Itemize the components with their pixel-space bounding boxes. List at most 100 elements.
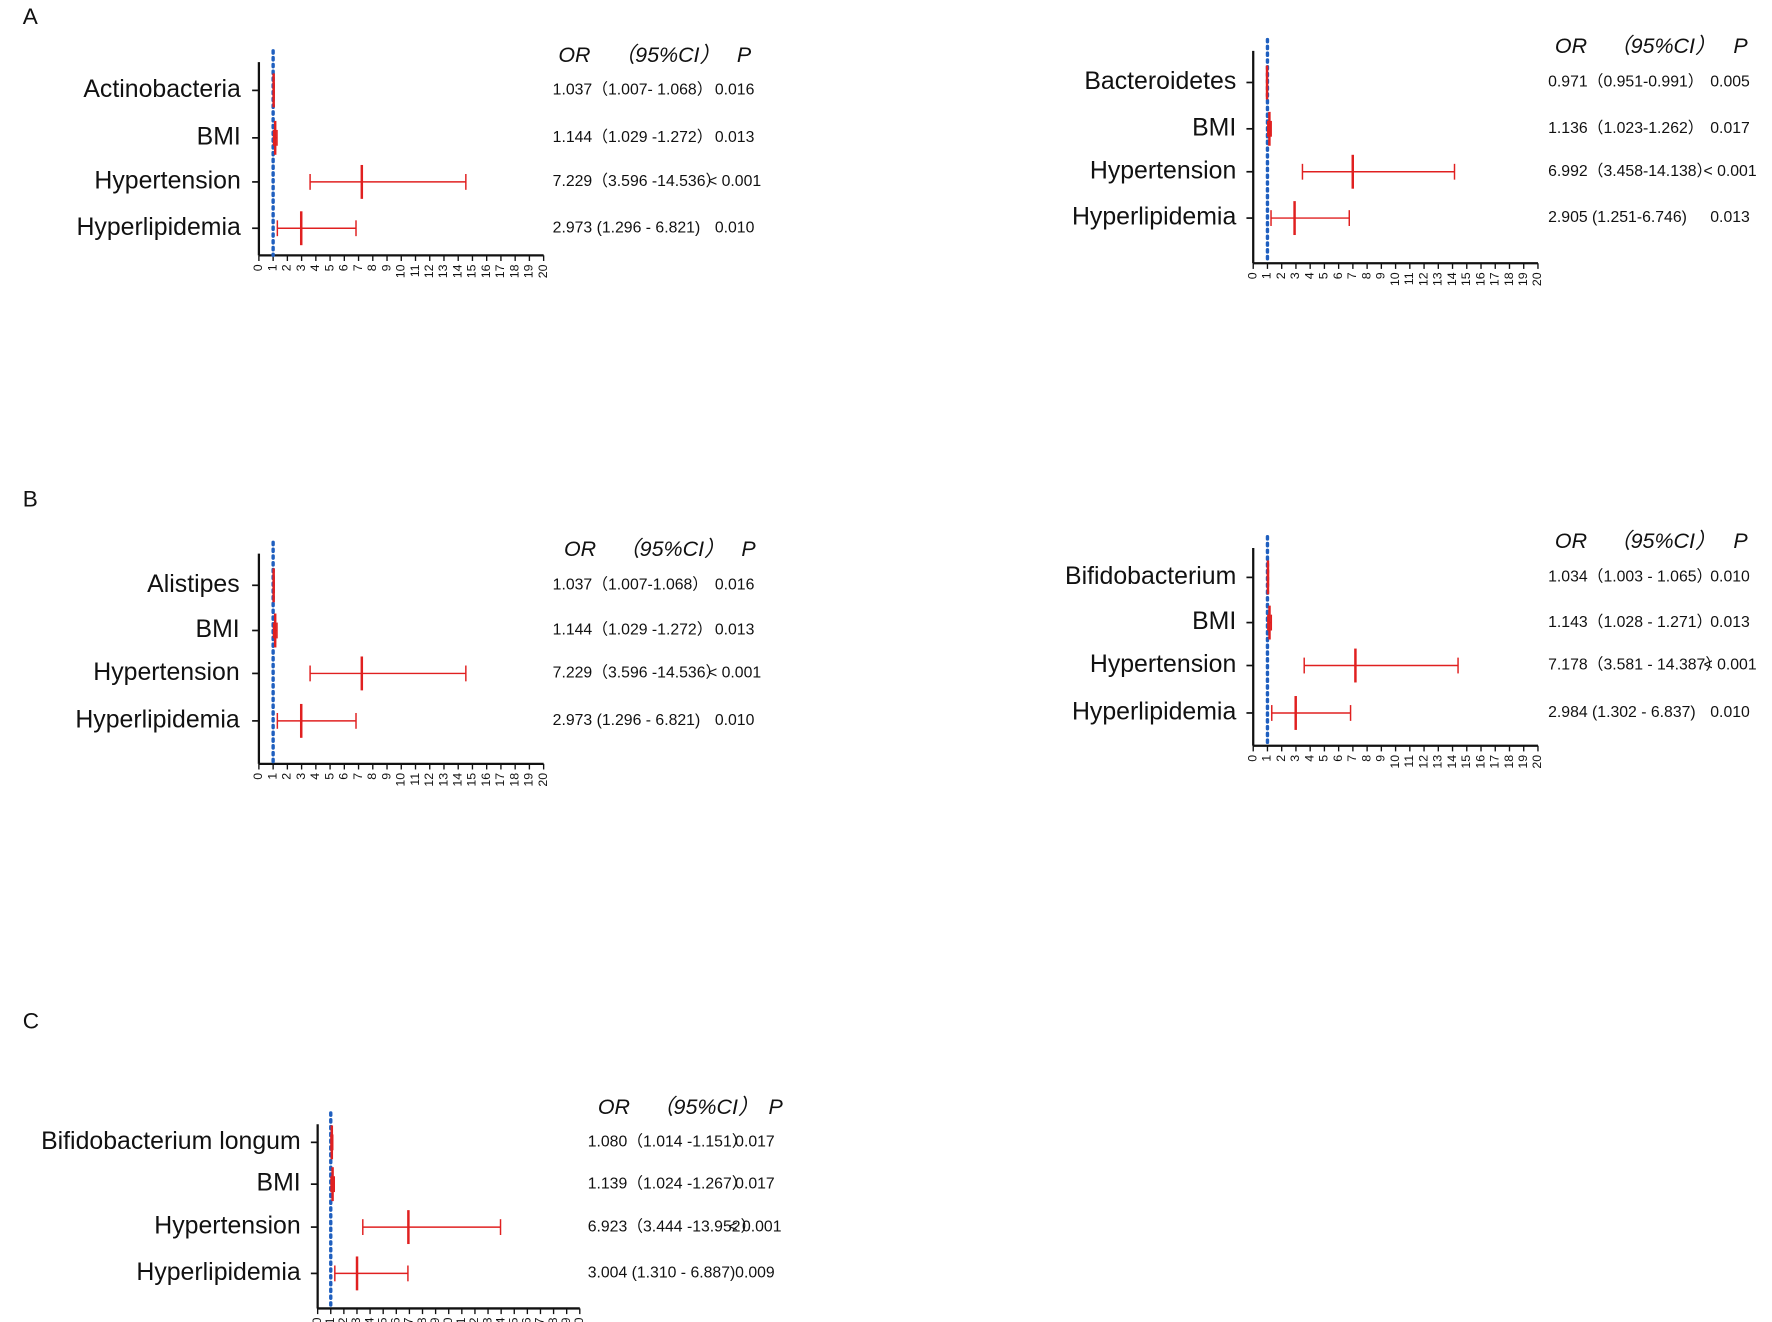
category-label: Hypertension [154,1213,300,1240]
p-value-text: 0.017 [735,1175,775,1192]
x-tick-label: 13 [1431,755,1445,769]
x-tick-label: 17 [1488,755,1502,769]
x-tick-label: 16 [520,1317,534,1322]
x-tick-label: 9 [1374,272,1388,279]
x-tick-label: 7 [1345,755,1359,762]
category-label: BMI [1192,608,1236,635]
panel-label: C [23,1009,39,1034]
x-tick-label: 5 [1317,755,1331,762]
x-tick-label: 12 [1416,755,1430,769]
x-tick-label: 10 [394,773,408,787]
x-tick-label: 2 [280,264,294,271]
p-header: P [768,1095,783,1119]
p-value-text: 0.013 [715,129,755,146]
or-ci-text: 2.973 (1.296 - 6.821) [553,219,701,236]
x-tick-label: 5 [322,773,336,780]
category-label: Actinobacteria [83,76,241,103]
x-tick-label: 13 [436,773,450,787]
panel-label: B [23,487,38,512]
x-tick-label: 16 [479,264,493,278]
x-tick-label: 6 [1331,755,1345,762]
p-value-text: 0.010 [715,219,755,236]
x-tick-label: 7 [402,1317,416,1322]
x-tick-label: 19 [522,773,536,787]
category-label: BMI [197,123,241,150]
ci-header: （95%CI） [1609,529,1716,553]
or-ci-text: 2.984 (1.302 - 6.837) [1548,704,1696,721]
x-tick-label: 16 [1473,272,1487,286]
x-tick-label: 11 [454,1317,468,1322]
category-label: Bacteroidetes [1084,68,1236,95]
x-tick-label: 9 [1374,755,1388,762]
or-ci-text: 7.178（3.581 - 14.387） [1548,656,1721,674]
x-tick-label: 14 [450,264,464,278]
x-tick-label: 18 [546,1317,560,1322]
x-tick-label: 0 [251,264,265,271]
x-tick-label: 1 [1260,755,1274,762]
x-tick-label: 6 [1331,272,1345,279]
x-tick-label: 8 [1359,755,1373,762]
x-tick-label: 3 [1288,755,1302,762]
or-ci-text: 1.037（1.007-1.068） [553,575,708,593]
x-tick-label: 20 [536,773,550,787]
category-label: Hyperlipidemia [1072,204,1236,231]
category-label: Hyperlipidemia [1072,699,1236,726]
x-tick-label: 4 [1302,272,1316,279]
or-header: OR [558,43,590,67]
x-tick-label: 18 [1502,755,1516,769]
p-value-text: 0.010 [715,712,755,729]
x-tick-label: 10 [441,1317,455,1322]
x-tick-label: 14 [1445,755,1459,769]
x-tick-label: 12 [1416,272,1430,286]
p-header: P [741,537,756,561]
category-label: Hypertension [1090,651,1236,678]
x-tick-label: 17 [533,1317,547,1322]
or-ci-text: 1.136（1.023-1.262） [1548,119,1703,137]
x-tick-label: 12 [422,264,436,278]
x-tick-label: 4 [308,264,322,271]
p-value-text: < 0.001 [708,173,761,190]
x-tick-label: 1 [1260,272,1274,279]
category-label: Hypertension [94,167,240,194]
or-ci-text: 1.143（1.028 - 1.271） [1548,613,1712,631]
p-header: P [737,43,752,67]
category-label: BMI [196,616,240,643]
x-tick-label: 9 [428,1317,442,1322]
x-tick-label: 0 [1246,755,1260,762]
x-tick-label: 9 [379,773,393,780]
category-label: Alistipes [147,571,240,598]
p-value-text: < 0.001 [708,665,761,682]
x-tick-label: 13 [436,264,450,278]
x-tick-label: 11 [408,264,422,277]
x-tick-label: 19 [1516,755,1530,769]
x-tick-label: 16 [479,773,493,787]
p-value-text: 0.005 [1710,74,1750,91]
or-ci-text: 1.144（1.029 -1.272） [553,128,713,146]
x-tick-label: 15 [507,1317,521,1322]
x-tick-label: 8 [365,264,379,271]
x-tick-label: 14 [1445,272,1459,286]
x-tick-label: 3 [349,1317,363,1322]
x-tick-label: 7 [1345,272,1359,279]
x-tick-label: 14 [450,773,464,787]
category-label: Bifidobacterium [1065,563,1236,590]
x-tick-label: 5 [375,1317,389,1322]
x-tick-label: 20 [1530,755,1544,769]
x-tick-label: 14 [493,1317,507,1322]
x-tick-label: 5 [1317,272,1331,279]
x-tick-label: 4 [1302,755,1316,762]
x-tick-label: 10 [1388,755,1402,769]
x-tick-label: 3 [1288,272,1302,279]
x-tick-label: 13 [1431,272,1445,286]
p-value-text: 0.016 [715,82,755,99]
x-tick-label: 0 [1246,272,1260,279]
p-value-text: 0.013 [1710,209,1750,226]
x-tick-label: 13 [480,1317,494,1322]
x-tick-label: 12 [422,773,436,787]
x-tick-label: 9 [379,264,393,271]
x-tick-label: 11 [1402,272,1416,285]
x-tick-label: 17 [493,773,507,787]
category-label: Hyperlipidemia [75,706,239,733]
